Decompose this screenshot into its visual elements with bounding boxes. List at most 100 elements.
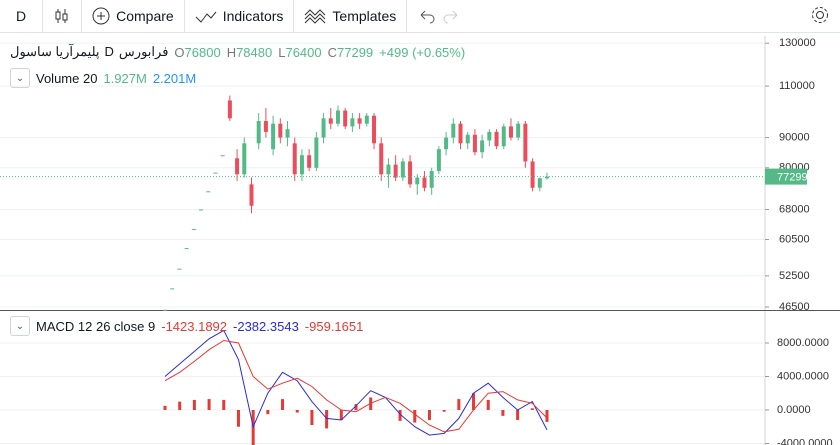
toolbar: D Compare Indicators Templates bbox=[0, 0, 840, 33]
collapse-button[interactable]: ⌄ bbox=[10, 316, 30, 336]
compare-button[interactable]: Compare bbox=[82, 0, 185, 33]
candle-body bbox=[321, 118, 326, 138]
candle-body bbox=[206, 191, 211, 193]
macd-histogram-bar bbox=[163, 405, 167, 410]
macd-title: MACD 12 26 close 9 bbox=[36, 318, 156, 334]
symbol-info: پلیمرآریا ساسول D فرابورس bbox=[10, 44, 168, 60]
macd-histogram-bar bbox=[295, 409, 299, 413]
gear-icon bbox=[812, 6, 828, 23]
candle-body bbox=[299, 155, 304, 175]
macd-histogram-bar bbox=[310, 409, 314, 426]
y-tick-label: -4000.0000 bbox=[777, 437, 833, 445]
volume-value: 1.927M bbox=[103, 70, 147, 86]
y-tick-label: 52500 bbox=[779, 270, 810, 282]
candle-body bbox=[487, 131, 492, 141]
candle-body bbox=[307, 155, 312, 168]
macd-histogram-bar bbox=[207, 399, 211, 410]
undo-redo bbox=[407, 0, 471, 33]
macd-histogram-bar bbox=[516, 409, 520, 421]
main-legend: پلیمرآریا ساسول D فرابورس O 76800 H 78480 … bbox=[10, 44, 465, 60]
candle-body bbox=[379, 143, 384, 175]
collapse-button[interactable]: ⌄ bbox=[10, 68, 30, 88]
candle-body bbox=[372, 115, 377, 144]
candle-body bbox=[220, 155, 225, 157]
macd-legend: ⌄ MACD 12 26 close 9 -1423.1892 -2382.35… bbox=[10, 316, 363, 336]
candle-body bbox=[429, 171, 434, 188]
macd-histogram-bar bbox=[178, 401, 182, 410]
candle-body bbox=[199, 209, 204, 211]
volume-legend: ⌄ Volume 20 1.927M 2.201M bbox=[10, 68, 196, 88]
macd-histogram-bar bbox=[236, 409, 240, 427]
candle-body bbox=[400, 161, 405, 178]
settings-button[interactable] bbox=[800, 5, 840, 28]
ohlc-value: 76800 bbox=[184, 44, 221, 60]
macd-histogram-bar bbox=[369, 397, 373, 410]
candle-body bbox=[227, 100, 232, 119]
candle-body bbox=[213, 172, 218, 174]
candle-body bbox=[458, 123, 463, 144]
ohlc-label: L bbox=[278, 44, 286, 60]
candle-body bbox=[415, 177, 420, 185]
exchange: فرابورس bbox=[118, 44, 169, 59]
templates-icon bbox=[305, 9, 326, 24]
macd-histogram-bar bbox=[457, 399, 461, 410]
last-price-label: 77299 bbox=[777, 171, 808, 183]
ohlc: O 76800 H 78480 L 76400 C 77299 +499 (+0.65%… bbox=[174, 45, 465, 60]
candle-body bbox=[545, 176, 549, 179]
macd-histogram-bar bbox=[413, 409, 417, 423]
macd-histogram-bar bbox=[398, 409, 402, 421]
candle-body bbox=[516, 123, 521, 138]
macd-histogram-bar bbox=[354, 404, 358, 410]
candle-body bbox=[263, 120, 268, 132]
macd-histogram-bar bbox=[501, 409, 505, 416]
interval-text: D bbox=[16, 8, 27, 24]
macd-hist-value: -1423.1892 bbox=[161, 318, 228, 334]
candle-body bbox=[343, 110, 348, 127]
candle-body bbox=[278, 123, 283, 138]
compare-text: Compare bbox=[116, 8, 174, 24]
y-tick-label: 60500 bbox=[779, 233, 810, 245]
macd-histogram-bar bbox=[281, 399, 285, 410]
candle-body bbox=[465, 134, 470, 144]
candle-body bbox=[393, 164, 398, 178]
y-tick-label: 8000.0000 bbox=[777, 337, 829, 349]
y-tick-label: 68000 bbox=[779, 203, 810, 215]
candle-body bbox=[472, 134, 477, 153]
y-tick-label: 80000 bbox=[779, 162, 810, 174]
ohlc-label: H bbox=[226, 44, 237, 60]
candle-body bbox=[256, 120, 261, 144]
chart-type-button[interactable] bbox=[43, 0, 83, 33]
volume-title: Volume 20 bbox=[36, 70, 98, 86]
candle-body bbox=[530, 161, 535, 188]
candle-body bbox=[501, 126, 506, 147]
candle-body bbox=[328, 118, 333, 124]
y-tick-label: 4000.0000 bbox=[777, 370, 829, 382]
macd-histogram-bar bbox=[427, 409, 431, 421]
candle-body bbox=[335, 110, 340, 124]
candle-body bbox=[163, 309, 167, 311]
macd-histogram-bar bbox=[325, 409, 329, 429]
candle-body bbox=[480, 140, 485, 153]
candle-icon bbox=[55, 9, 68, 23]
candle-body bbox=[436, 149, 441, 172]
interval-button[interactable]: D bbox=[0, 0, 44, 33]
candle-body bbox=[285, 129, 290, 138]
candle-body bbox=[191, 229, 196, 231]
macd-line bbox=[164, 329, 548, 436]
indicators-button[interactable]: Indicators bbox=[185, 0, 295, 33]
undo-redo-icon[interactable] bbox=[417, 7, 461, 25]
templates-button[interactable]: Templates bbox=[294, 0, 408, 33]
candle-body bbox=[523, 123, 528, 162]
y-tick-label: 90000 bbox=[779, 131, 810, 143]
change: +499 (+0.65%) bbox=[379, 44, 466, 60]
macd-histogram-bar bbox=[530, 408, 534, 410]
candle-body bbox=[242, 143, 247, 175]
macd-histogram-bar bbox=[222, 399, 226, 410]
macd-histogram-bar bbox=[251, 409, 255, 445]
macd-histogram-bar bbox=[486, 399, 490, 410]
candle-body bbox=[444, 137, 449, 150]
ohlc-value: 76400 bbox=[285, 44, 322, 60]
signal-value: -959.1651 bbox=[304, 318, 364, 334]
ohlc-label: O bbox=[174, 44, 185, 60]
